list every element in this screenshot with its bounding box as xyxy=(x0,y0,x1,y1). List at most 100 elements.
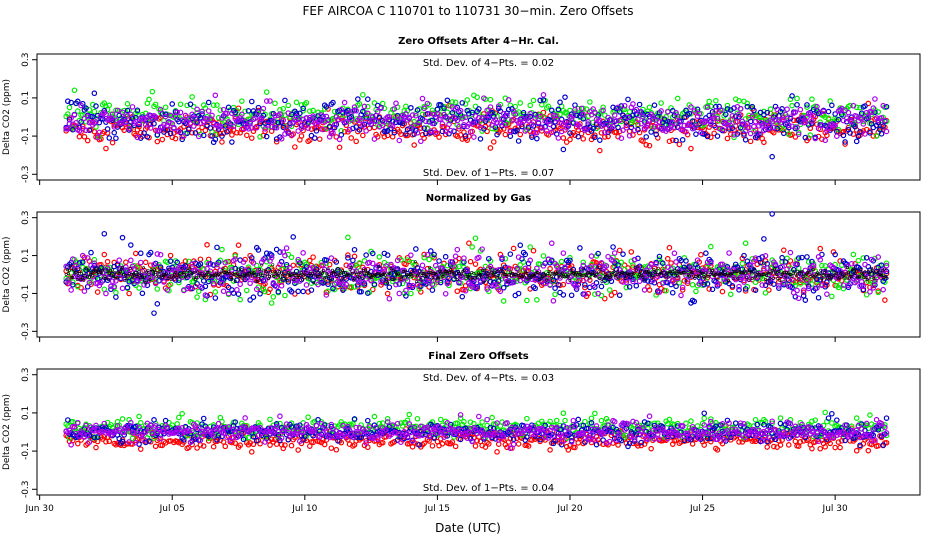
data-point xyxy=(465,98,469,102)
data-point xyxy=(137,286,141,290)
data-point xyxy=(613,290,617,294)
y-tick-label: 0.1 xyxy=(21,406,31,420)
data-point xyxy=(274,442,278,446)
data-point xyxy=(77,135,81,139)
data-point xyxy=(535,136,539,140)
x-tick-label: Jul 15 xyxy=(424,504,450,514)
data-point xyxy=(715,134,719,138)
data-point xyxy=(830,294,834,298)
data-point xyxy=(220,247,224,251)
data-point xyxy=(707,99,711,103)
data-point xyxy=(729,292,733,296)
data-point xyxy=(445,98,449,102)
data-point xyxy=(104,146,108,150)
panels: Zero Offsets After 4−Hr. Cal.-0.3-0.10.1… xyxy=(2,36,920,514)
data-point xyxy=(420,263,424,267)
data-point xyxy=(289,255,293,259)
data-point xyxy=(740,261,744,265)
data-point xyxy=(470,245,474,249)
data-point xyxy=(377,255,381,259)
data-point xyxy=(694,132,698,136)
data-point xyxy=(120,286,124,290)
data-point xyxy=(170,102,174,106)
data-point xyxy=(311,255,315,259)
data-point xyxy=(221,289,225,293)
data-point xyxy=(152,311,156,315)
x-tick-label: Jul 10 xyxy=(291,504,317,514)
data-point xyxy=(291,235,295,239)
data-point xyxy=(550,241,554,245)
data-point xyxy=(581,137,585,141)
data-point xyxy=(409,253,413,257)
data-point xyxy=(468,259,472,263)
data-point xyxy=(364,129,368,133)
data-point xyxy=(455,247,459,251)
data-point xyxy=(342,100,346,104)
data-point xyxy=(511,246,515,250)
data-point xyxy=(553,292,557,296)
data-point xyxy=(296,448,300,452)
data-point xyxy=(198,257,202,261)
y-tick-label: 0.1 xyxy=(21,248,31,262)
data-point xyxy=(816,296,820,300)
data-point xyxy=(140,291,144,295)
data-point xyxy=(525,298,529,302)
data-point xyxy=(795,96,799,100)
data-point xyxy=(394,101,398,105)
data-point xyxy=(130,105,134,109)
data-point xyxy=(473,262,477,266)
data-point xyxy=(409,106,413,110)
y-tick-label: 0.1 xyxy=(21,91,31,105)
data-point xyxy=(364,253,368,257)
data-point xyxy=(190,95,194,99)
data-point xyxy=(798,107,802,111)
data-point xyxy=(618,293,622,297)
data-point xyxy=(647,105,651,109)
data-point xyxy=(472,135,476,139)
data-point xyxy=(488,97,492,101)
data-point xyxy=(125,102,129,106)
data-point xyxy=(568,137,572,141)
data-point xyxy=(352,248,356,252)
data-point xyxy=(589,254,593,258)
data-point xyxy=(271,295,275,299)
data-point xyxy=(206,109,210,113)
data-point xyxy=(372,137,376,141)
data-point xyxy=(264,90,268,94)
data-point xyxy=(114,295,118,299)
data-point xyxy=(238,297,242,301)
data-point xyxy=(155,287,159,291)
y-axis-label: Delta CO2 (ppm) xyxy=(2,394,12,470)
y-tick-label: -0.1 xyxy=(21,127,31,145)
data-point xyxy=(387,297,391,301)
data-point xyxy=(404,104,408,108)
x-tick-label: Jul 05 xyxy=(159,504,185,514)
data-point xyxy=(556,136,560,140)
data-point xyxy=(250,136,254,140)
data-point xyxy=(318,137,322,141)
data-point xyxy=(559,259,563,263)
data-point xyxy=(205,243,209,247)
data-point xyxy=(294,100,298,104)
data-point xyxy=(873,97,877,101)
data-point xyxy=(114,136,118,140)
data-point xyxy=(250,450,254,454)
data-point xyxy=(94,445,98,449)
data-point xyxy=(135,271,137,273)
data-point xyxy=(95,290,99,294)
data-point xyxy=(168,253,172,257)
data-point xyxy=(599,284,603,288)
x-axis-label: Date (UTC) xyxy=(435,521,501,535)
data-point xyxy=(127,291,131,295)
data-point xyxy=(361,93,365,97)
data-point xyxy=(92,91,96,95)
data-point xyxy=(854,139,858,143)
data-point xyxy=(150,89,154,93)
data-point xyxy=(810,97,814,101)
data-point xyxy=(443,292,447,296)
data-point xyxy=(516,139,520,143)
data-point xyxy=(82,289,86,293)
data-point xyxy=(139,260,143,264)
